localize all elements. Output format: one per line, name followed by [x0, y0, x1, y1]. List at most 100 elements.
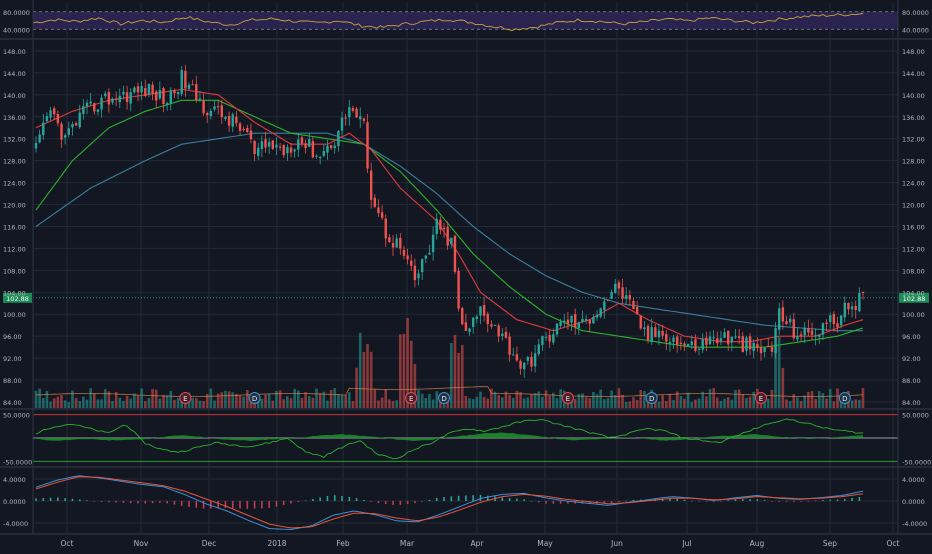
- macd-histogram-bar: [129, 501, 132, 504]
- candle-body: [249, 130, 253, 140]
- volume-bar: [810, 391, 814, 408]
- macd-histogram-bar: [297, 501, 300, 503]
- candle-body: [282, 145, 285, 156]
- volume-bar: [304, 392, 307, 408]
- candle-body: [304, 143, 307, 149]
- volume-bar: [854, 399, 858, 408]
- macd-histogram-bar: [785, 501, 788, 502]
- macd-histogram-bar: [195, 501, 198, 508]
- volume-bar: [413, 363, 417, 408]
- candle-body: [63, 135, 67, 138]
- rsi-pane: [32, 11, 898, 32]
- candle-body: [767, 345, 770, 348]
- volume-bar: [796, 397, 799, 408]
- candle-body: [537, 344, 540, 355]
- macd-histogram-bar: [858, 497, 861, 501]
- volume-bar: [267, 394, 271, 408]
- macd-histogram-bar: [851, 497, 853, 501]
- candle-body: [748, 336, 752, 350]
- candle-body: [227, 115, 231, 126]
- candle-body: [209, 110, 213, 117]
- volume-bar: [402, 333, 406, 408]
- macd-histogram-bar: [479, 494, 482, 501]
- candle-body: [471, 317, 475, 328]
- volume-bar: [71, 390, 74, 408]
- last-price-label-right: 102.88: [903, 295, 926, 303]
- candle-body: [839, 315, 843, 326]
- volume-bar: [479, 391, 482, 408]
- candle-body: [107, 92, 111, 105]
- candle-body: [435, 218, 438, 234]
- volume-bar: [861, 388, 865, 408]
- volume-bar: [734, 389, 737, 408]
- macd-histogram-bar: [253, 501, 256, 509]
- volume-bar: [501, 397, 504, 408]
- candle-body: [854, 305, 857, 311]
- candle-body: [486, 313, 489, 324]
- volume-bar: [377, 400, 380, 408]
- candle-body: [818, 334, 821, 337]
- candle-body: [231, 114, 234, 127]
- volume-bar: [238, 395, 242, 408]
- candle-body: [832, 313, 836, 325]
- candle-body: [406, 255, 409, 260]
- volume-bar: [362, 352, 366, 408]
- candle-body: [384, 218, 387, 239]
- candle-body: [53, 108, 56, 115]
- macd-histogram-bar: [414, 501, 416, 504]
- volume-bar: [537, 391, 541, 408]
- candle-body: [82, 106, 85, 114]
- candle-body: [763, 347, 766, 352]
- candle-body: [373, 197, 377, 207]
- volume-bar: [526, 397, 530, 408]
- volume-bar: [705, 396, 708, 408]
- volume-bar: [34, 390, 38, 408]
- candle-body: [530, 356, 533, 367]
- volume-bar: [832, 401, 836, 408]
- price-left-tick-label: 140.00: [3, 92, 26, 100]
- price-right-tick-label: 136.00: [902, 114, 925, 122]
- macd-histogram-bar: [246, 501, 249, 509]
- volume-bar: [613, 395, 617, 408]
- macd-pane: [35, 475, 864, 531]
- candle-body: [792, 319, 795, 339]
- candle-body: [614, 283, 617, 293]
- candle-body: [198, 98, 202, 100]
- candle-body: [683, 343, 686, 346]
- volume-bar: [712, 388, 715, 408]
- candle-body: [56, 113, 60, 124]
- price-right-tick-label: 112.00: [902, 245, 925, 253]
- volume-bar: [486, 398, 490, 408]
- candle-body: [260, 141, 264, 149]
- price-left-tick-label: 84.00: [3, 399, 22, 407]
- candle-body: [264, 139, 267, 148]
- volume-bar: [326, 400, 329, 408]
- price-right-tick-label: 148.00: [902, 48, 925, 56]
- volume-bar: [694, 399, 697, 408]
- macd-histogram-bar: [122, 501, 125, 503]
- candle-body: [799, 334, 803, 337]
- candle-body: [694, 339, 697, 351]
- candle-body: [49, 110, 52, 118]
- candle-body: [778, 308, 781, 330]
- candle-body: [508, 336, 511, 355]
- volume-bar: [307, 396, 311, 408]
- volume-bar: [111, 400, 114, 408]
- price-right-tick-label: 144.00: [902, 70, 925, 78]
- candle-body: [286, 147, 289, 154]
- candle-body: [814, 335, 817, 337]
- volume-bar: [850, 400, 854, 408]
- price-left-tick-label: 132.00: [3, 136, 26, 144]
- volume-bar: [825, 398, 828, 408]
- candle-body: [169, 90, 172, 105]
- macd-histogram-bar: [756, 499, 759, 501]
- volume-bar: [457, 353, 460, 408]
- candle-body: [490, 324, 493, 327]
- volume-bar: [340, 394, 344, 408]
- candle-body: [428, 252, 431, 255]
- candle-body: [206, 113, 209, 116]
- macd-histogram-bar: [86, 500, 88, 501]
- candle-body: [420, 259, 424, 273]
- volume-bar: [67, 401, 71, 408]
